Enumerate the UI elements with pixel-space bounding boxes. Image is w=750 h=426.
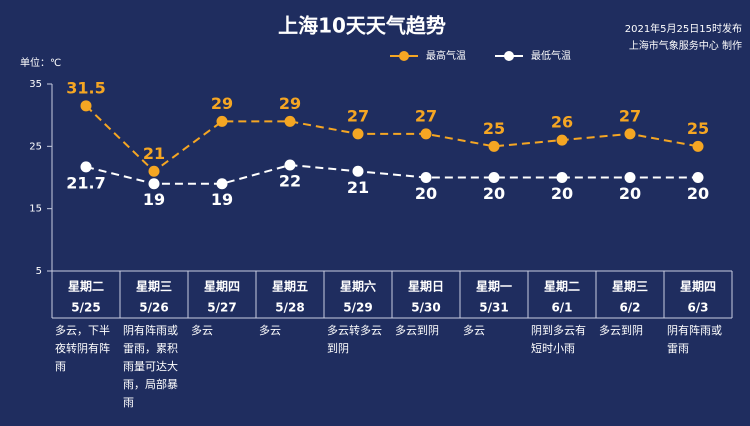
- point: [488, 172, 500, 183]
- weather: 阴有阵雨或雷雨，累积雨量可达大雨，局部暴雨: [123, 324, 178, 409]
- point: [692, 172, 704, 183]
- value-label: 27: [619, 106, 641, 125]
- weekday: 星期三: [612, 279, 648, 294]
- x-tick-label: 5/30: [411, 301, 440, 315]
- value-label: 27: [415, 106, 437, 125]
- y-tick-label: 35: [29, 79, 42, 90]
- weekday: 星期三: [136, 279, 172, 294]
- value-label: 29: [211, 94, 233, 113]
- value-label: 20: [483, 184, 505, 203]
- x-tick-label: 5/25: [71, 301, 100, 315]
- point: [80, 161, 92, 173]
- value-label: 25: [687, 119, 709, 138]
- x-tick-label: 5/31: [479, 301, 508, 315]
- value-label: 27: [347, 106, 369, 125]
- source: 上海市气象服务中心 制作: [629, 39, 742, 52]
- weekday: 星期二: [544, 279, 580, 294]
- y-tick-label: 15: [29, 204, 42, 215]
- weekday: 星期五: [272, 279, 308, 294]
- value-label: 21: [143, 144, 165, 163]
- weather: 多云到阴: [395, 324, 439, 337]
- weather: 多云: [463, 324, 485, 337]
- point: [284, 115, 296, 127]
- value-label: 25: [483, 119, 505, 138]
- value-label: 20: [619, 184, 641, 203]
- value-label: 19: [211, 190, 233, 209]
- value-label: 31.5: [66, 78, 105, 97]
- x-tick-label: 5/28: [275, 301, 304, 315]
- series-line: [85, 164, 698, 185]
- legend-label: 最低气温: [531, 49, 571, 62]
- x-tick-label: 6/1: [551, 301, 572, 315]
- point: [352, 165, 364, 177]
- value-label: 20: [687, 184, 709, 203]
- unit: 单位：℃: [20, 56, 61, 69]
- legend-label: 最高气温: [426, 49, 466, 62]
- point: [692, 140, 704, 152]
- value-label: 29: [279, 94, 301, 113]
- point: [624, 172, 636, 183]
- weekday: 星期四: [680, 279, 716, 294]
- weather: 多云转多云到阴: [327, 324, 382, 355]
- point: [624, 128, 636, 140]
- weather: 多云到阴: [599, 324, 643, 337]
- point: [80, 100, 92, 112]
- x-tick-label: 5/29: [343, 301, 372, 315]
- value-label: 21.7: [66, 173, 105, 192]
- point: [420, 128, 432, 140]
- publish-time: 2021年5月25日15时发布: [625, 22, 742, 35]
- point: [284, 159, 296, 171]
- weather: 阴到多云有短时小雨: [531, 324, 586, 355]
- weather: 多云: [259, 324, 281, 337]
- point: [352, 128, 364, 140]
- y-tick-label: 25: [29, 141, 42, 152]
- weekday: 星期六: [340, 279, 376, 294]
- point: [556, 172, 568, 183]
- legend-marker: [399, 51, 409, 61]
- chart-title: 上海10天天气趋势: [278, 14, 446, 38]
- weekday: 星期日: [408, 279, 444, 294]
- value-label: 26: [551, 113, 573, 132]
- weekday: 星期二: [68, 279, 104, 294]
- x-tick-label: 5/27: [207, 301, 236, 315]
- weekday: 星期一: [476, 279, 512, 294]
- weekday: 星期四: [204, 279, 240, 294]
- point: [216, 178, 228, 190]
- weather: 阴有阵雨或雷雨: [667, 324, 722, 355]
- weather: 多云，下半夜转阴有阵雨: [55, 324, 110, 373]
- value-label: 21: [347, 178, 369, 197]
- point: [148, 165, 160, 177]
- point: [488, 140, 500, 152]
- series-line: [85, 105, 699, 173]
- legend-marker: [504, 51, 514, 61]
- value-label: 20: [551, 184, 573, 203]
- value-label: 20: [415, 184, 437, 203]
- point: [420, 172, 432, 183]
- point: [556, 134, 568, 146]
- x-tick-label: 6/3: [687, 301, 708, 315]
- y-tick-label: 5: [36, 266, 42, 277]
- x-tick-label: 6/2: [619, 301, 640, 315]
- weather: 多云: [191, 324, 213, 337]
- x-tick-label: 5/26: [139, 301, 168, 315]
- value-label: 22: [279, 172, 301, 191]
- point: [148, 178, 160, 190]
- value-label: 19: [143, 190, 165, 209]
- point: [216, 115, 228, 127]
